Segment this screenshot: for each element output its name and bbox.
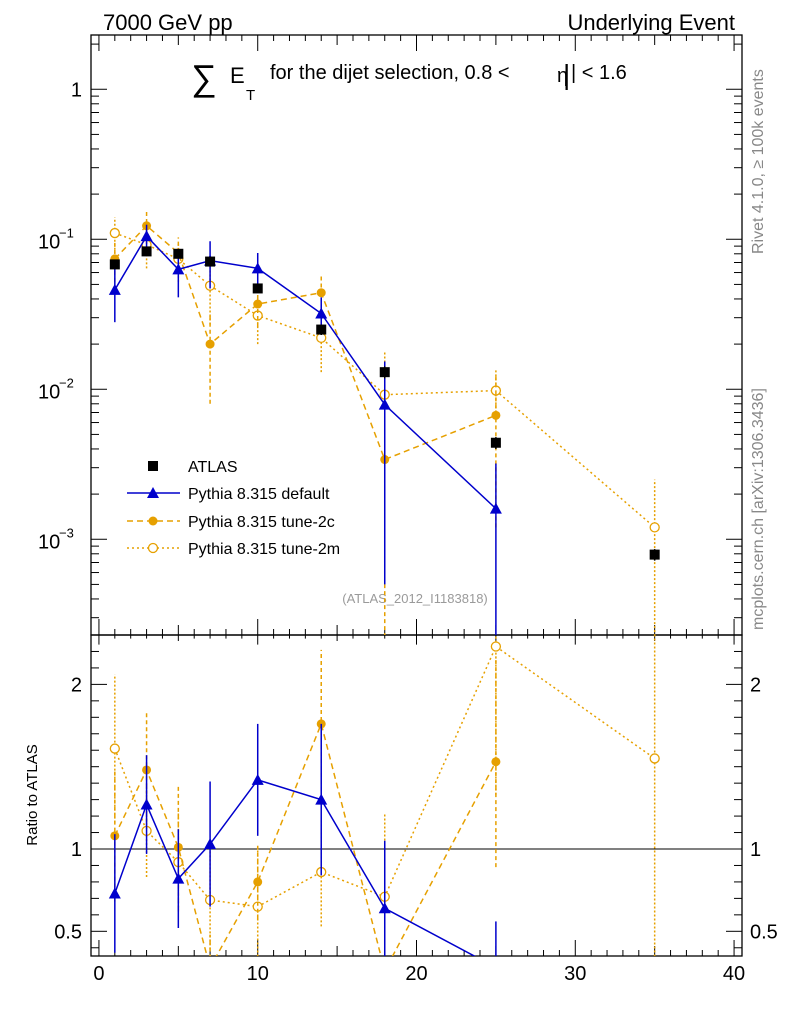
x-tick-label: 0 <box>93 963 104 985</box>
title-subscript-t: T <box>246 87 255 104</box>
ratio-default-point <box>108 887 121 899</box>
title-text-2: | < 1.6 <box>571 62 627 84</box>
top-data-point <box>173 248 184 259</box>
top-y-tick-label: 10 <box>38 531 60 553</box>
header-energy-label: 7000 GeV pp <box>103 10 233 35</box>
top-data-point <box>316 324 327 335</box>
ratio-default-point <box>251 773 264 785</box>
ratio-tune2c-point <box>491 757 501 767</box>
mcplots-label: mcplots.cern.ch [arXiv:1306.3436] <box>750 388 767 630</box>
ratio-default-point <box>204 838 217 850</box>
top-y-tick-label: 10 <box>38 231 60 253</box>
analysis-label: (ATLAS_2012_I1183818) <box>342 591 488 606</box>
ratio-tune2m-point <box>649 753 660 764</box>
ratio-panel-frame <box>90 634 743 957</box>
top-tune2m-point <box>649 522 660 533</box>
x-tick-label: 30 <box>564 963 586 985</box>
chart-title: ∑ E T for the dijet selection, 0.8 < η |… <box>191 57 627 104</box>
top-default-point <box>489 502 502 514</box>
ratio-tune2m-point <box>490 641 502 652</box>
ratio-default-line <box>114 778 476 956</box>
top-default-point <box>172 263 185 275</box>
legend-default-label: Pythia 8.315 default <box>188 486 330 503</box>
x-tick-label: 20 <box>405 963 427 985</box>
ratio-y-tick-label-right: 2 <box>750 674 761 696</box>
top-tune2c-line <box>114 224 497 461</box>
top-data-point <box>379 367 390 378</box>
ratio-axis-label: Ratio to ATLAS <box>24 744 41 845</box>
ratio-y-tick-label-right: 0.5 <box>750 921 778 943</box>
ratio-y-tick-label: 1 <box>71 839 82 861</box>
legend-entry-atlas: ATLAS <box>148 459 238 476</box>
header-event-label: Underlying Event <box>567 10 735 35</box>
top-default-point <box>140 230 153 242</box>
top-default-point <box>315 307 328 319</box>
ratio-y-tick-label: 2 <box>71 674 82 696</box>
legend-atlas-marker <box>148 461 158 471</box>
legend-entry-default: Pythia 8.315 default <box>127 486 330 503</box>
top-tune2m-point <box>109 227 120 239</box>
top-tune2c-point <box>253 299 263 309</box>
top-tune2c-point <box>205 339 215 349</box>
top-y-tick-exponent: −2 <box>59 375 74 390</box>
top-default-line <box>114 234 497 510</box>
top-y-tick-label: 10 <box>38 381 60 403</box>
x-tick-label: 40 <box>723 963 745 985</box>
title-sigma: ∑ <box>191 57 217 98</box>
top-tune2c-point <box>491 410 501 420</box>
ratio-tune2c-point <box>380 966 389 975</box>
top-data-point <box>490 437 501 448</box>
legend-tune2c-label: Pythia 8.315 tune-2c <box>188 514 335 531</box>
title-abs-bar: | <box>563 59 570 90</box>
top-default-point <box>378 398 391 410</box>
legend-tune2c-marker <box>148 516 158 526</box>
top-default-point <box>108 283 121 295</box>
x-tick-label: 10 <box>247 963 269 985</box>
top-y-tick-exponent: −1 <box>59 225 74 240</box>
ratio-default-point <box>490 962 502 973</box>
ratio-default-point <box>140 798 153 810</box>
legend-atlas-label: ATLAS <box>188 459 238 476</box>
ratio-tune2c-point <box>206 963 215 972</box>
top-data-point <box>205 256 216 267</box>
top-data-point <box>252 283 263 294</box>
ratio-y-tick-label: 0.5 <box>54 921 82 943</box>
ratio-default-point <box>378 902 391 914</box>
legend-default-marker <box>147 487 159 498</box>
ratio-tune2c-line <box>114 721 497 956</box>
ratio-y-tick-label-right: 1 <box>750 839 761 861</box>
ratio-default-point <box>315 793 328 805</box>
top-data-point <box>649 549 660 560</box>
top-data-point <box>141 246 152 257</box>
legend-tune2m-label: Pythia 8.315 tune-2m <box>188 541 340 558</box>
rivet-version-label: Rivet 4.1.0, ≥ 100k events <box>750 69 767 254</box>
legend-entry-tune2m: Pythia 8.315 tune-2m <box>127 541 340 558</box>
top-tune2c-point <box>316 288 326 298</box>
top-default-point <box>251 262 264 274</box>
ratio-tune2c-point <box>253 877 263 887</box>
title-eta: η <box>557 65 568 87</box>
ratio-tune2m-point <box>109 743 120 754</box>
ratio-default-point <box>172 872 185 884</box>
legend-entry-tune2c: Pythia 8.315 tune-2c <box>127 514 335 531</box>
top-data-point <box>109 259 120 270</box>
title-text-1: for the dijet selection, 0.8 < <box>270 62 510 84</box>
top-y-tick-label: 1 <box>71 79 82 101</box>
legend-tune2m-marker <box>147 542 159 554</box>
title-e: E <box>230 63 245 88</box>
legend: ATLAS Pythia 8.315 default Pythia 8.315 … <box>127 459 340 558</box>
top-y-tick-exponent: −3 <box>59 525 74 540</box>
